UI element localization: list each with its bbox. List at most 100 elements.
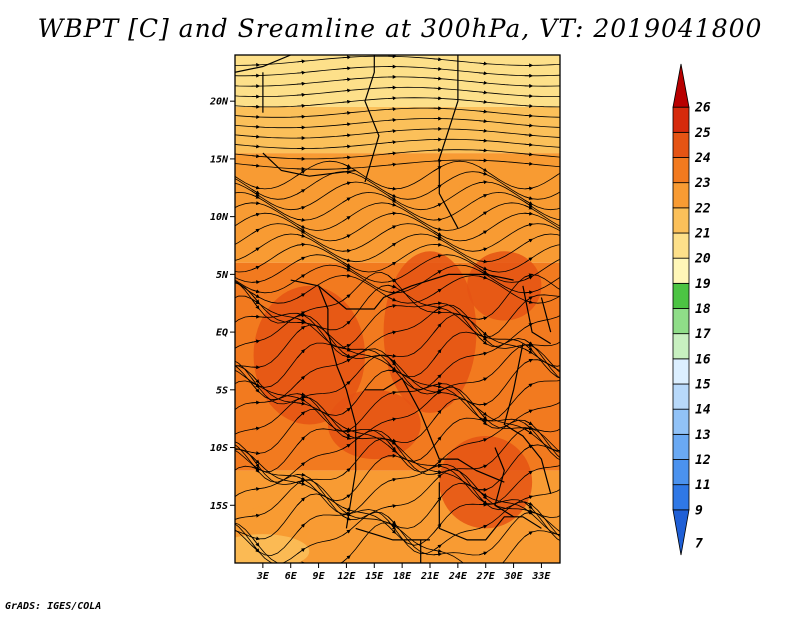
- streamline-arrow: [251, 228, 260, 235]
- streamline-arrow: [433, 436, 442, 447]
- colorbar-swatch: [672, 333, 690, 360]
- streamline-arrow: [388, 304, 397, 308]
- lat-tick-label: 15S: [210, 501, 228, 512]
- streamline-arrow: [342, 443, 351, 450]
- streamline-arrow: [524, 470, 533, 477]
- streamline-arrow: [478, 270, 488, 276]
- streamline-arrow: [524, 339, 533, 346]
- streamline-arrow: [296, 523, 306, 533]
- streamline-arrow: [342, 170, 352, 175]
- streamline-arrow: [524, 358, 533, 364]
- streamline-arrow: [479, 316, 488, 321]
- streamline-arrow: [296, 293, 306, 299]
- streamline-arrow: [251, 339, 261, 344]
- colorbar-swatch: [672, 509, 690, 556]
- streamline-arrow: [388, 353, 397, 358]
- wbpt-band: [235, 106, 560, 154]
- streamline-arrow: [433, 254, 443, 259]
- streamline-arrow: [433, 552, 443, 557]
- streamline-arrow: [251, 134, 261, 139]
- streamline-arrow: [524, 273, 534, 278]
- streamline-arrow: [342, 144, 352, 149]
- colorbar-label: 7: [695, 537, 703, 552]
- streamline-arrow: [479, 334, 488, 339]
- streamlines: [235, 55, 560, 563]
- streamline-arrow: [251, 451, 261, 456]
- streamline-arrow: [342, 380, 351, 389]
- streamline-arrow: [342, 66, 352, 71]
- colorbar-swatch: [672, 182, 690, 209]
- streamline-arrow: [342, 294, 351, 301]
- lon-tick-label: 24E: [448, 571, 468, 582]
- streamline-arrow: [433, 242, 443, 247]
- streamline-arrow: [251, 154, 261, 159]
- streamline-arrow: [251, 190, 260, 197]
- streamline-arrow: [524, 495, 534, 500]
- streamline-arrow: [251, 487, 261, 492]
- colorbar-swatch: [672, 408, 690, 435]
- streamline-arrow: [251, 542, 260, 553]
- streamline-arrow: [342, 248, 352, 253]
- streamline-arrow: [433, 382, 443, 387]
- streamline-arrow: [433, 230, 442, 236]
- lon-tick-label: 33E: [531, 571, 551, 582]
- streamline-arrow: [479, 80, 488, 85]
- streamline-arrow: [524, 428, 533, 435]
- streamline-arrow: [388, 477, 397, 482]
- border-line: [318, 273, 514, 310]
- colorbar-label: 26: [694, 101, 711, 116]
- streamline-arrow: [388, 296, 397, 302]
- streamline-arrow: [342, 515, 351, 521]
- colorbar-swatch: [672, 257, 690, 284]
- streamline-arrow: [433, 463, 443, 468]
- wbpt-patch: [457, 158, 560, 229]
- colorbar-label: 25: [694, 126, 711, 141]
- streamline-arrow: [433, 469, 443, 474]
- streamline-arrow: [342, 407, 351, 415]
- streamline-arrow: [524, 420, 533, 425]
- streamline-arrow: [296, 411, 306, 419]
- streamline-arrow: [296, 325, 306, 333]
- streamline-arrow: [433, 184, 442, 191]
- streamline-arrow: [342, 263, 351, 270]
- border-line: [355, 527, 430, 541]
- border-line: [494, 447, 514, 518]
- streamline-arrow: [387, 275, 397, 283]
- streamline-arrow: [388, 504, 397, 509]
- streamline-arrow: [524, 510, 534, 515]
- lon-tick-label: 27E: [476, 571, 496, 582]
- streamline-arrow: [433, 217, 443, 222]
- streamline-arrow: [433, 166, 442, 172]
- streamline-arrow: [524, 196, 534, 200]
- lat-tick-label: 10S: [210, 443, 228, 454]
- lat-tick-label: 15N: [210, 154, 229, 165]
- streamline-arrow: [433, 203, 443, 208]
- colorbar-label: 20: [694, 252, 711, 267]
- streamline-arrow: [342, 529, 351, 536]
- streamline-arrow: [388, 225, 397, 230]
- streamline-arrow: [433, 57, 443, 62]
- streamline-arrow: [342, 258, 352, 263]
- streamline-arrow: [342, 467, 351, 476]
- map-frame: [234, 54, 561, 564]
- streamline-arrow: [433, 301, 443, 306]
- streamline-arrow: [297, 396, 306, 401]
- streamline-arrow: [524, 103, 534, 108]
- streamline-arrow: [297, 472, 306, 477]
- streamline-arrow: [342, 133, 352, 138]
- streamline-arrow: [388, 290, 397, 295]
- streamline-arrow: [433, 288, 442, 295]
- border-line: [235, 55, 291, 73]
- latitude-axis: 20N 15N 10N 5N EQ 5S 10S 15S: [209, 97, 235, 512]
- streamline-arrow: [388, 151, 397, 156]
- streamline-arrow: [478, 211, 488, 218]
- lon-tick-label: 6E: [285, 571, 298, 582]
- streamline-arrow: [478, 337, 488, 345]
- colorbar-label: 18: [695, 302, 711, 317]
- streamline-arrow: [251, 292, 260, 298]
- streamline-arrow: [524, 383, 533, 390]
- streamline-arrow: [387, 261, 397, 268]
- chart-title: WBPT [C] and Sreamline at 300hPa, VT: 20…: [37, 14, 763, 43]
- streamline-arrow: [251, 536, 260, 547]
- streamline-arrow: [296, 497, 306, 506]
